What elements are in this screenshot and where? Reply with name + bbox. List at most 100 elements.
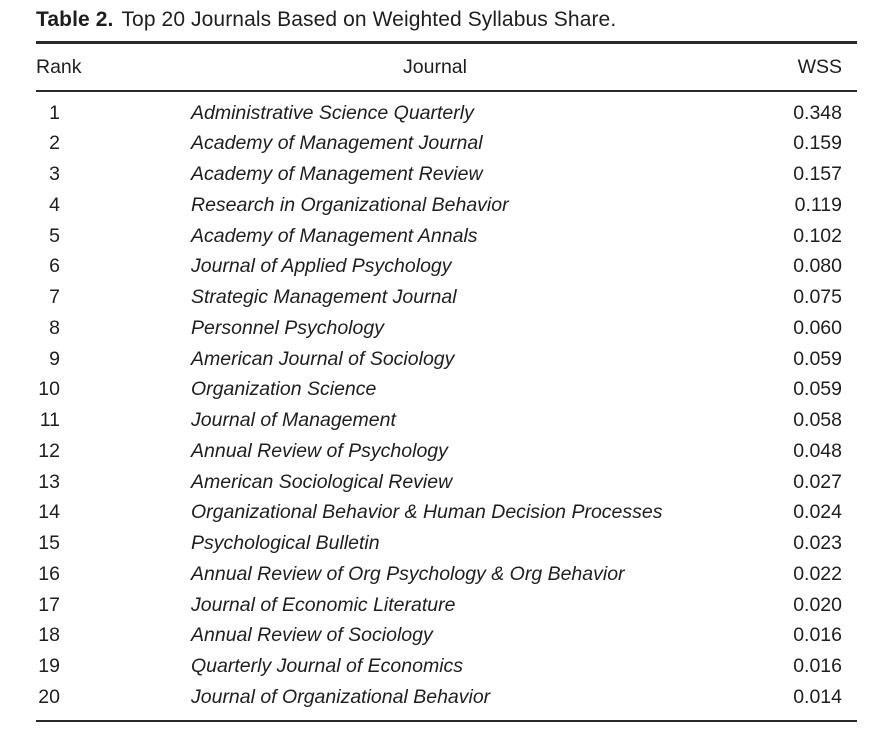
wss-cell: 0.119 [794, 193, 842, 216]
rank-value: 11 [39, 409, 60, 432]
wss-cell: 0.159 [793, 132, 842, 155]
journal-cell: Personnel Psychology [191, 316, 384, 339]
table-row: 19 Quarterly Journal of Economics 0.016 [36, 652, 857, 683]
rank-cell: 17 [36, 590, 155, 621]
rank-cell: 1 [36, 91, 155, 129]
wss-cell: 0.016 [793, 624, 842, 647]
header-row: Rank Journal WSS [36, 41, 857, 92]
rank-value: 20 [38, 685, 60, 708]
rank-value: 6 [49, 255, 60, 278]
rank-value: 3 [49, 163, 60, 186]
wss-cell: 0.027 [793, 470, 842, 493]
rank-value: 7 [49, 286, 60, 309]
table-row: 13 American Sociological Review 0.027 [36, 467, 857, 498]
rank-cell: 15 [36, 529, 155, 560]
table-row: 17 Journal of Economic Literature 0.020 [36, 590, 857, 621]
rank-value: 15 [38, 532, 60, 555]
table-row: 7 Strategic Management Journal 0.075 [36, 283, 857, 314]
table-row: 9 American Journal of Sociology 0.059 [36, 344, 857, 375]
rank-cell: 5 [36, 221, 155, 252]
rank-value: 2 [49, 132, 60, 155]
wss-cell: 0.014 [793, 685, 842, 708]
journal-cell: Academy of Management Journal [191, 132, 483, 155]
wss-cell: 0.060 [793, 316, 842, 339]
table-row: 8 Personnel Psychology 0.060 [36, 313, 857, 344]
journal-cell: American Sociological Review [191, 470, 453, 493]
journal-cell: Journal of Management [191, 409, 396, 432]
table-row: 10 Organization Science 0.059 [36, 375, 857, 406]
table-row: 16 Annual Review of Org Psychology & Org… [36, 559, 857, 590]
journal-cell: Journal of Organizational Behavior [191, 685, 491, 708]
rank-cell: 6 [36, 252, 155, 283]
journal-cell: Psychological Bulletin [191, 532, 380, 555]
table-caption: Table 2. Top 20 Journals Based on Weighte… [36, 6, 857, 41]
rank-cell: 9 [36, 344, 155, 375]
journal-cell: American Journal of Sociology [191, 347, 455, 370]
table-row: 12 Annual Review of Psychology 0.048 [36, 436, 857, 467]
journal-cell: Journal of Economic Literature [191, 593, 456, 616]
rank-value: 1 [49, 101, 60, 124]
rank-value: 8 [49, 316, 60, 339]
wss-cell: 0.016 [793, 655, 842, 678]
journals-table: Rank Journal WSS 1 Administrative Scienc… [36, 41, 857, 722]
rank-cell: 16 [36, 559, 155, 590]
rank-cell: 18 [36, 621, 155, 652]
rank-cell: 4 [36, 190, 155, 221]
table-row: 11 Journal of Management 0.058 [36, 406, 857, 437]
rank-value: 9 [49, 347, 60, 370]
rank-value: 14 [38, 501, 60, 524]
rank-cell: 13 [36, 467, 155, 498]
table-row: 2 Academy of Management Journal 0.159 [36, 129, 857, 160]
rank-cell: 11 [36, 406, 155, 437]
journal-cell: Research in Organizational Behavior [191, 193, 509, 216]
rank-value: 18 [38, 624, 60, 647]
rank-cell: 10 [36, 375, 155, 406]
journal-cell: Organizational Behavior & Human Decision… [191, 501, 663, 524]
wss-cell: 0.022 [793, 562, 842, 585]
table-caption-label: Table 2. [36, 8, 114, 31]
rank-cell: 14 [36, 498, 155, 529]
wss-cell: 0.020 [793, 593, 842, 616]
wss-cell: 0.048 [793, 439, 842, 462]
table-row: 4 Research in Organizational Behavior 0.… [36, 190, 857, 221]
table-body: 1 Administrative Science Quarterly 0.348… [36, 91, 857, 721]
rank-value: 13 [38, 470, 60, 493]
column-header-rank: Rank [36, 41, 155, 92]
journal-cell: Quarterly Journal of Economics [191, 655, 464, 678]
wss-cell: 0.075 [793, 286, 842, 309]
rank-value: 10 [38, 378, 60, 401]
journal-cell: Academy of Management Annals [191, 224, 478, 247]
rank-value: 5 [49, 224, 60, 247]
wss-cell: 0.024 [793, 501, 842, 524]
table-row: 1 Administrative Science Quarterly 0.348 [36, 91, 857, 129]
rank-value: 4 [49, 193, 60, 216]
table-header: Rank Journal WSS [36, 41, 857, 92]
journal-cell: Annual Review of Org Psychology & Org Be… [191, 562, 625, 585]
rank-value: 12 [38, 439, 60, 462]
column-header-wss: WSS [715, 41, 857, 92]
rank-cell: 2 [36, 129, 155, 160]
table-row: 18 Annual Review of Sociology 0.016 [36, 621, 857, 652]
rank-cell: 8 [36, 313, 155, 344]
journal-cell: Strategic Management Journal [191, 286, 457, 309]
table-row: 20 Journal of Organizational Behavior 0.… [36, 682, 857, 721]
wss-cell: 0.080 [793, 255, 842, 278]
rank-cell: 12 [36, 436, 155, 467]
journal-cell: Administrative Science Quarterly [191, 101, 474, 124]
rank-value: 16 [38, 562, 60, 585]
journal-cell: Journal of Applied Psychology [191, 255, 452, 278]
table-row: 3 Academy of Management Review 0.157 [36, 160, 857, 191]
wss-cell: 0.102 [793, 224, 842, 247]
wss-cell: 0.059 [793, 378, 842, 401]
rank-value: 19 [38, 655, 60, 678]
wss-cell: 0.157 [793, 163, 842, 186]
column-header-journal: Journal [155, 41, 715, 92]
wss-cell: 0.059 [793, 347, 842, 370]
table-row: 6 Journal of Applied Psychology 0.080 [36, 252, 857, 283]
journal-cell: Annual Review of Sociology [191, 624, 433, 647]
rank-cell: 20 [36, 682, 155, 721]
rank-cell: 7 [36, 283, 155, 314]
wss-cell: 0.023 [793, 532, 842, 555]
wss-cell: 0.058 [793, 409, 842, 432]
rank-value: 17 [38, 593, 60, 616]
